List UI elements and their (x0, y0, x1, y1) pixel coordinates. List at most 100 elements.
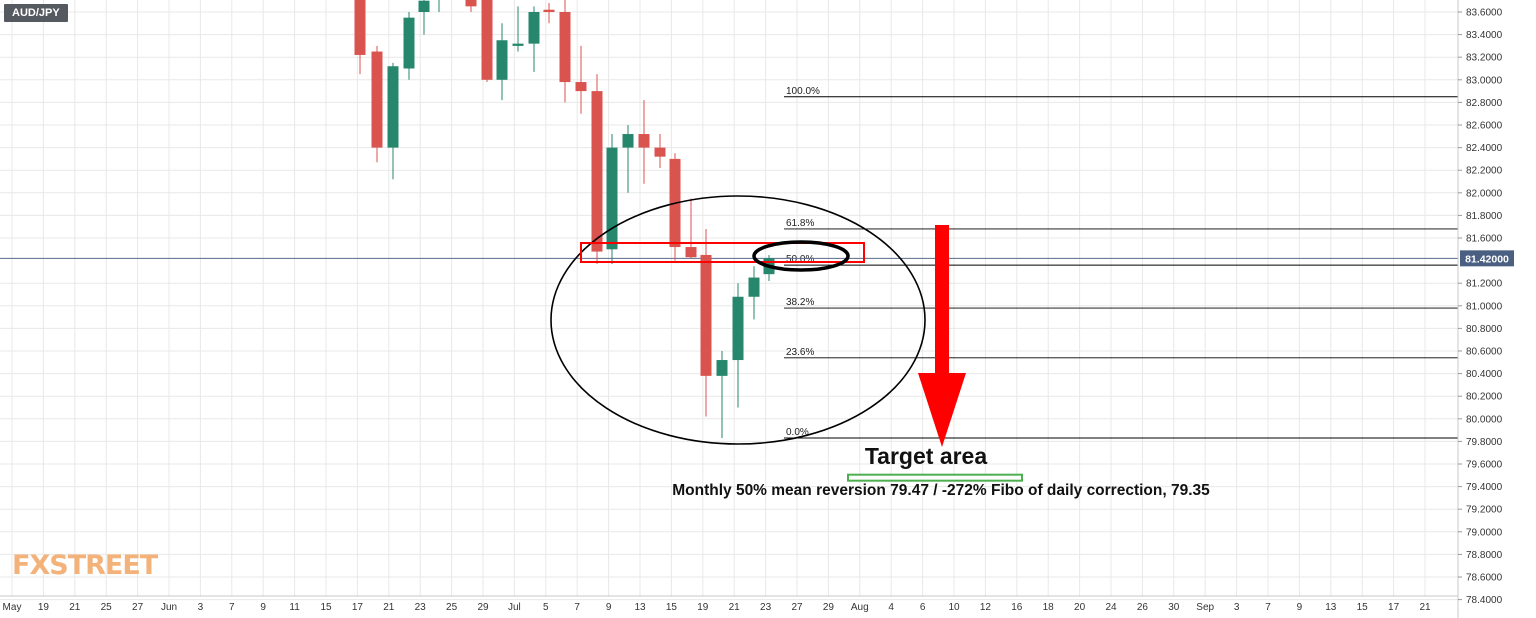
time-tick-label: 23 (415, 602, 427, 613)
price-tick-label: 80.4000 (1466, 369, 1503, 380)
price-tick-label: 82.2000 (1466, 166, 1503, 177)
candle (496, 23, 508, 101)
time-tick-label: 6 (920, 602, 926, 613)
time-tick-label: 18 (1043, 602, 1055, 613)
price-axis[interactable]: 83.6000 83.4000 83.2000 83.0000 82.8000 82.60… (1457, 0, 1503, 618)
candle (481, 0, 493, 83)
price-tick-label: 79.8000 (1466, 437, 1503, 448)
candle (512, 6, 524, 52)
time-tick-label: May (3, 602, 22, 613)
price-tick-label: 80.2000 (1466, 392, 1503, 403)
candle (669, 153, 681, 261)
time-tick-label: 29 (477, 602, 489, 613)
candle (638, 100, 650, 184)
candle-body (512, 43, 524, 46)
price-tick-label: 78.6000 (1466, 573, 1503, 584)
candle (654, 134, 666, 168)
candle (465, 0, 477, 12)
current-price-label: 81.42000 (1465, 253, 1509, 265)
time-tick-label: 16 (1011, 602, 1023, 613)
time-tick-label: 13 (1325, 602, 1337, 613)
price-tick-label: 81.6000 (1466, 234, 1503, 245)
time-tick-label: 10 (948, 602, 960, 613)
candle (403, 12, 415, 80)
candle-body (575, 82, 587, 92)
price-tick-label: 80.6000 (1466, 347, 1503, 358)
fib-level-label: 23.6% (786, 347, 814, 358)
candle-body (606, 147, 618, 250)
candle (438, 0, 440, 12)
time-tick-label: 27 (132, 602, 144, 613)
time-tick-label: 27 (791, 602, 803, 613)
time-tick-label: 7 (574, 602, 580, 613)
time-tick-label: 24 (1105, 602, 1117, 613)
time-tick-label: Jun (161, 602, 177, 613)
candle-body (622, 134, 634, 148)
time-tick-label: 20 (1074, 602, 1086, 613)
time-tick-label: 7 (1265, 602, 1271, 613)
time-tick-label: 12 (980, 602, 992, 613)
time-tick-label: 29 (823, 602, 835, 613)
fib-level-label: 100.0% (786, 86, 820, 97)
candle-body (543, 9, 555, 12)
time-tick-label: 9 (1297, 602, 1303, 613)
time-tick-label: 9 (260, 602, 266, 613)
candle (354, 0, 366, 75)
time-tick-label: 17 (352, 602, 364, 613)
time-tick-label: 15 (1357, 602, 1369, 613)
price-tick-label: 79.2000 (1466, 505, 1503, 516)
time-tick-label: Jul (508, 602, 521, 613)
candle (700, 228, 712, 417)
time-tick-label: 19 (38, 602, 50, 613)
time-tick-label: Aug (851, 602, 869, 613)
price-tick-label: 82.4000 (1466, 143, 1503, 154)
candle (716, 351, 728, 439)
price-tick-label: 79.0000 (1466, 527, 1503, 538)
current-price-badge: 81.42000 (1460, 250, 1514, 267)
candle-body (481, 0, 493, 80)
target-area-note: Monthly 50% mean reversion 79.47 / -272%… (672, 482, 1210, 499)
time-tick-label: Sep (1196, 602, 1214, 613)
candle-body (638, 134, 650, 148)
candle-body (528, 12, 540, 44)
price-tick-label: 83.0000 (1466, 75, 1503, 86)
price-tick-label: 80.8000 (1466, 324, 1503, 335)
time-tick-label: 17 (1388, 602, 1400, 613)
annotations: 81.42000 Target area Monthly 50% mean reve… (550, 195, 1514, 499)
target-area-bar (847, 473, 1023, 482)
highlight-ellipse (752, 240, 850, 272)
price-tick-label: 78.4000 (1466, 595, 1503, 606)
symbol-badge: AUD/JPY (4, 4, 68, 22)
price-tick-label: 83.4000 (1466, 30, 1503, 41)
time-tick-label: 13 (634, 602, 646, 613)
time-tick-label: 9 (606, 602, 612, 613)
candle-body (496, 40, 508, 80)
candle (543, 2, 555, 24)
time-tick-label: 21 (69, 602, 81, 613)
time-tick-label: 21 (729, 602, 741, 613)
price-tick-label: 82.0000 (1466, 188, 1503, 199)
candle-body (403, 17, 415, 69)
time-tick-label: 5 (543, 602, 549, 613)
fib-level-label: 61.8% (786, 218, 814, 229)
price-tick-label: 83.2000 (1466, 53, 1503, 64)
fibonacci-levels: 100.0% 61.8% 50.0% 38.2% 23.6% 0.0% (784, 86, 1458, 439)
price-tick-label: 80.0000 (1466, 414, 1503, 425)
time-tick-label: 26 (1137, 602, 1149, 613)
candle-body (559, 12, 571, 83)
candle-body (418, 0, 430, 13)
time-tick-label: 21 (1419, 602, 1431, 613)
candle-body (465, 0, 477, 7)
candle (685, 198, 697, 259)
candle-body (591, 91, 603, 252)
fib-level-label: 50.0% (786, 254, 814, 265)
candle (387, 62, 399, 180)
resistance-zone-box (580, 242, 865, 263)
time-tick-label: 11 (289, 602, 300, 613)
time-tick-label: 3 (198, 602, 204, 613)
candle (559, 0, 571, 103)
time-axis[interactable]: May 19 21 25 27 Jun 3 7 9 11 15 17 21 23 25 29 Jul 5 7 9 13 1… (0, 595, 1458, 613)
time-tick-label: 4 (888, 602, 894, 613)
candle (622, 125, 634, 193)
